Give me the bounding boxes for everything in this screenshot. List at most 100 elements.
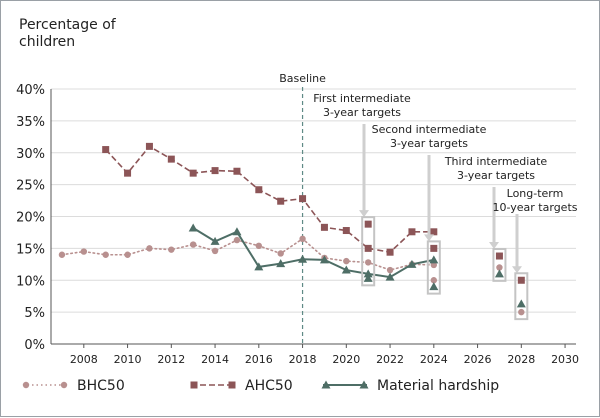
y-tick-label-15: 15% <box>16 242 45 257</box>
target-label-2-1: 3-year targets <box>457 169 535 182</box>
data-point-1-2013 <box>189 169 197 177</box>
data-point-0-2017 <box>277 250 284 257</box>
target-point-0-ahc50 <box>364 220 372 228</box>
target-point-1-material-hardship <box>429 282 439 291</box>
data-point-1-2017 <box>277 197 285 205</box>
target-point-1-ahc50 <box>430 244 438 252</box>
y-tick-label-35: 35% <box>16 115 45 130</box>
series-ahc50 <box>102 142 438 256</box>
data-point-2-2019 <box>319 255 329 264</box>
data-point-2-2024 <box>429 255 439 264</box>
target-label-0-0: First intermediate <box>313 92 411 105</box>
axes: 0% 5% 10% 15% 20% 25% 30% 35% 40% 2008 2010 2012 201… <box>16 83 579 366</box>
data-point-0-2020 <box>343 257 350 265</box>
legend-label-0: BHC50 <box>77 378 125 394</box>
target-label-2-0: Third intermediate <box>444 155 548 168</box>
data-point-0-2010 <box>124 251 131 258</box>
x-tick-label-2012: 2012 <box>157 353 185 366</box>
legend-label-2: Material hardship <box>377 378 499 394</box>
target-point-3-bhc50 <box>518 308 525 316</box>
target-box-0 <box>361 216 376 287</box>
data-point-1-2020 <box>342 227 350 235</box>
target-label-3-1: 10-year targets <box>493 201 578 214</box>
data-point-0-2014 <box>211 247 219 255</box>
target-arrowhead-1 <box>424 234 434 242</box>
data-point-0-2008 <box>80 248 88 255</box>
data-point-1-2021 <box>364 244 372 252</box>
legend-marker-left-2 <box>321 380 331 389</box>
target-arrowhead-2 <box>489 242 499 250</box>
data-point-1-2016 <box>255 186 263 194</box>
x-tick-label-2022: 2022 <box>376 353 404 366</box>
data-point-0-2016 <box>255 242 263 250</box>
data-point-1-2022 <box>386 248 394 256</box>
baseline-marker: Baseline <box>279 72 326 344</box>
y-tick-label-30: 30% <box>16 147 45 162</box>
data-point-0-2021 <box>364 259 372 266</box>
data-point-2-2015 <box>232 227 242 236</box>
baseline-label: Baseline <box>279 72 326 85</box>
data-point-1-2015 <box>233 167 241 175</box>
target-point-2-bhc50 <box>496 264 503 271</box>
x-tick-label-2014: 2014 <box>201 353 229 366</box>
legend-marker-left-1 <box>190 381 198 389</box>
data-point-1-2010 <box>124 169 132 177</box>
target-arrowhead-3 <box>512 266 522 274</box>
data-point-1-2014 <box>211 167 219 175</box>
data-point-2-2014 <box>210 236 220 245</box>
target-box-2 <box>492 248 507 282</box>
legend-label-1: AHC50 <box>245 378 293 394</box>
legend-marker-right-0 <box>60 381 68 389</box>
legend-marker-left-0 <box>22 381 30 389</box>
y-tick-label-40: 40% <box>16 83 45 98</box>
data-point-0-2012 <box>168 246 175 253</box>
series-bhc50 <box>58 235 438 274</box>
x-tick-label-2016: 2016 <box>245 353 273 366</box>
series-line-1 <box>105 145 434 254</box>
target-label-0-1: 3-year targets <box>323 106 401 119</box>
target-label-1-1: 3-year targets <box>390 137 468 150</box>
y-axis-label-line-2: children <box>19 34 75 50</box>
y-axis-label-line-1: Percentage of <box>19 17 117 33</box>
x-tick-label-2026: 2026 <box>464 353 492 366</box>
target-box-1 <box>426 240 441 295</box>
data-point-0-2013 <box>189 241 197 248</box>
target-point-0-material-hardship <box>363 273 373 282</box>
data-point-2-2013 <box>188 223 198 232</box>
x-tick-label-2018: 2018 <box>289 353 317 366</box>
series-line-0 <box>61 237 435 271</box>
series-material-hardship <box>188 223 439 281</box>
legend: BHC50 AHC50 Material hardship <box>22 378 499 394</box>
data-point-1-2019 <box>320 223 328 231</box>
legend-entry-material-hardship: Material hardship <box>321 378 499 394</box>
data-point-1-2023 <box>408 228 416 236</box>
target-point-3-material-hardship <box>516 299 526 308</box>
series-line-2 <box>192 227 435 279</box>
x-tick-label-2020: 2020 <box>332 353 360 366</box>
x-tick-label-2028: 2028 <box>507 353 535 366</box>
target-point-3-ahc50 <box>517 276 525 284</box>
y-tick-label-25: 25% <box>16 179 45 194</box>
data-point-1-2011 <box>145 142 153 150</box>
data-point-2-2022 <box>385 272 395 281</box>
target-box-3 <box>514 272 529 321</box>
x-tick-label-2008: 2008 <box>70 353 98 366</box>
data-point-1-2018 <box>299 195 307 203</box>
data-point-0-2015 <box>233 236 241 244</box>
legend-entry-ahc50: AHC50 <box>190 378 293 394</box>
legend-marker-right-2 <box>359 380 369 389</box>
target-arrowhead-0 <box>359 210 369 218</box>
data-point-0-2022 <box>386 266 394 274</box>
target-label-3-0: Long-term <box>507 187 564 200</box>
y-tick-label-0: 0% <box>24 338 45 353</box>
series-layer <box>58 142 439 281</box>
data-point-1-2024 <box>430 228 438 236</box>
data-point-2-2021 <box>363 269 373 278</box>
x-tick-label-2024: 2024 <box>420 353 448 366</box>
